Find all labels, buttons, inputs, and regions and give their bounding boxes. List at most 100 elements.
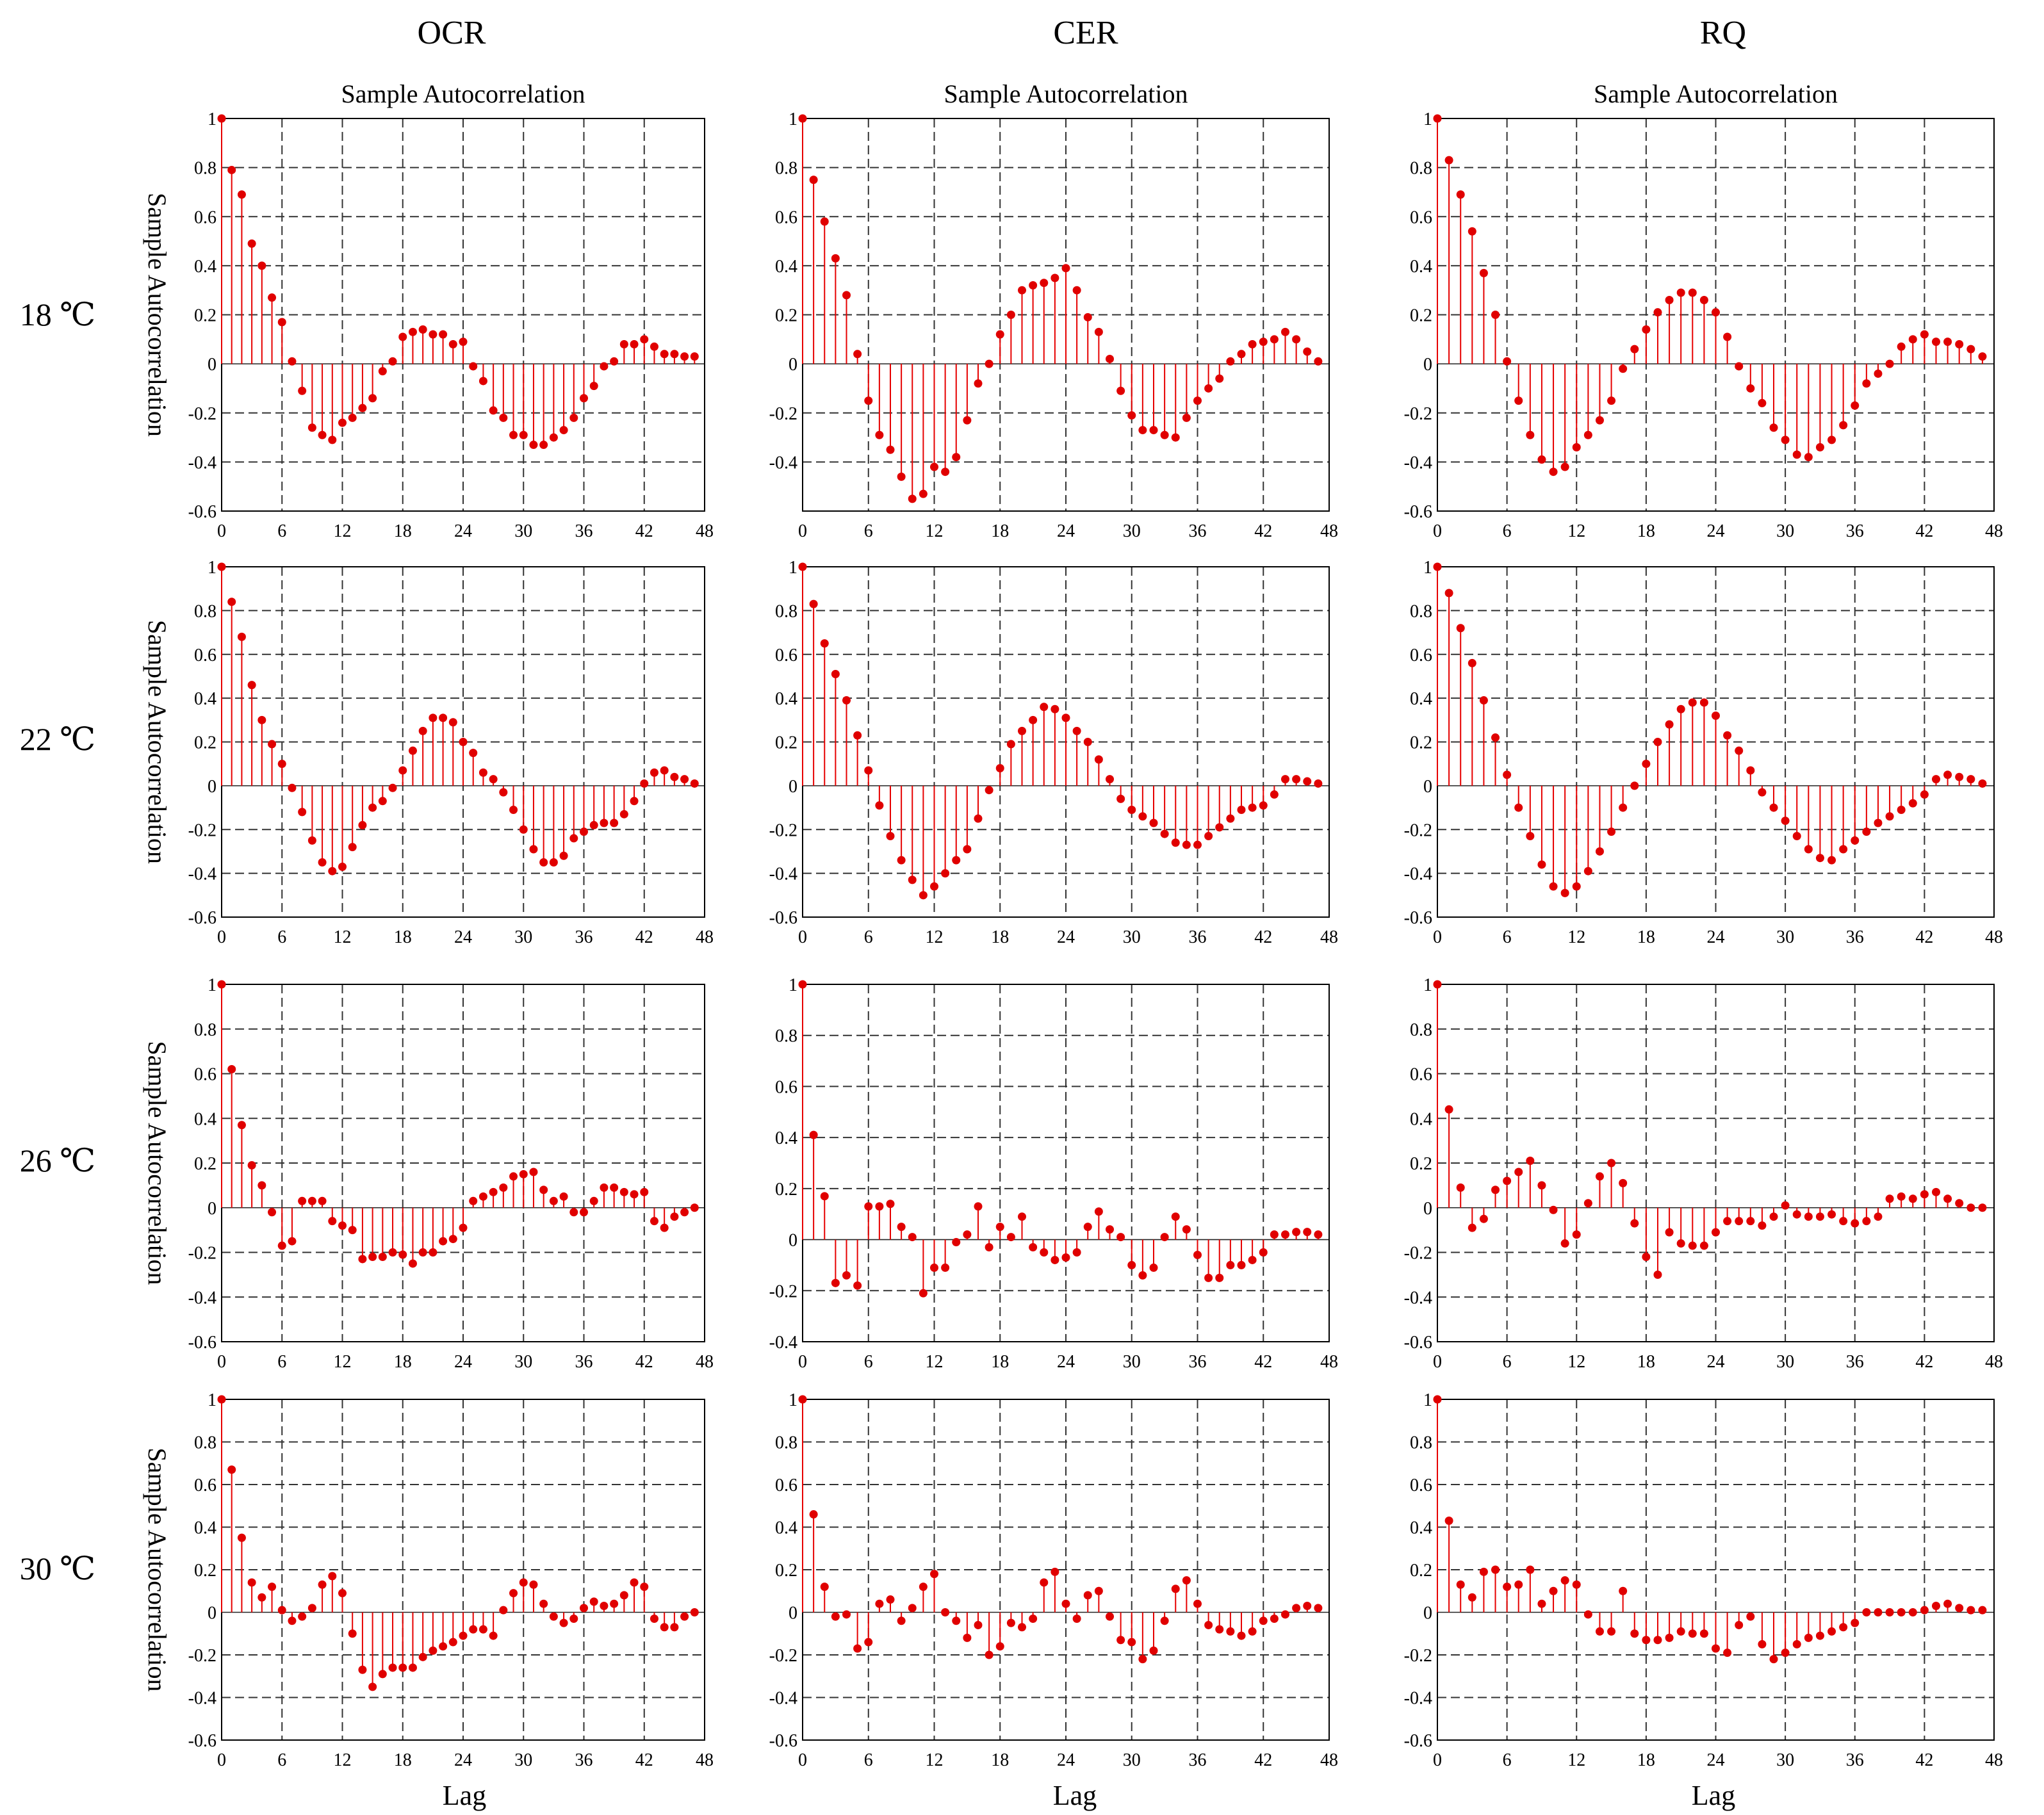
stem-marker bbox=[348, 1226, 357, 1235]
stem-marker bbox=[1676, 1627, 1685, 1636]
stem-marker bbox=[670, 1212, 679, 1221]
y-tick-label: 0 bbox=[789, 1231, 797, 1251]
x-tick-label: 42 bbox=[1254, 1750, 1272, 1770]
stem-marker bbox=[798, 114, 807, 123]
x-tick-label: 24 bbox=[454, 1352, 472, 1372]
stem-marker bbox=[640, 779, 649, 788]
stem-marker bbox=[1072, 1248, 1081, 1257]
x-tick-label: 42 bbox=[1254, 927, 1272, 947]
stem-marker bbox=[1642, 325, 1651, 334]
stem-marker bbox=[1215, 1273, 1224, 1282]
stem-marker bbox=[1908, 1194, 1917, 1203]
y-tick-label: 0.4 bbox=[775, 689, 797, 709]
stem-marker bbox=[974, 814, 983, 823]
stem-marker bbox=[1619, 1178, 1628, 1187]
stem-marker bbox=[842, 696, 851, 705]
stem-marker bbox=[569, 413, 578, 422]
stem-marker bbox=[217, 1395, 226, 1404]
stem-marker bbox=[1106, 1225, 1114, 1234]
y-tick-label: 0.8 bbox=[1410, 601, 1432, 621]
stem-marker bbox=[1549, 1205, 1558, 1214]
x-tick-label: 36 bbox=[575, 927, 593, 947]
stem-marker bbox=[539, 858, 548, 867]
stem-marker bbox=[1514, 1168, 1523, 1176]
stem-marker bbox=[660, 350, 669, 359]
x-tick-label: 48 bbox=[1320, 1750, 1338, 1770]
y-tick-label: -0.4 bbox=[769, 1689, 797, 1709]
stem-marker bbox=[1851, 401, 1860, 410]
stem-marker bbox=[307, 836, 316, 845]
stem-marker bbox=[1595, 847, 1604, 856]
stem-marker bbox=[1815, 443, 1824, 452]
x-tick-label: 24 bbox=[1707, 1352, 1725, 1372]
stem-marker bbox=[1479, 696, 1488, 705]
stem-marker bbox=[1851, 1618, 1860, 1627]
y-tick-label: 1 bbox=[789, 975, 797, 995]
stem-marker bbox=[569, 1614, 578, 1623]
stem-marker bbox=[549, 1196, 558, 1205]
stem-marker bbox=[1839, 845, 1848, 854]
y-tick-label: -0.4 bbox=[769, 1333, 797, 1353]
stem-marker bbox=[1292, 1228, 1301, 1237]
stem-marker bbox=[1138, 812, 1147, 821]
stem-marker bbox=[1688, 1241, 1697, 1250]
stem-marker bbox=[853, 1644, 862, 1653]
stem-marker bbox=[1029, 1243, 1038, 1252]
stem-marker bbox=[1248, 339, 1257, 348]
stem-marker bbox=[217, 562, 226, 571]
stem-marker bbox=[1583, 430, 1592, 439]
stem-marker bbox=[670, 772, 679, 781]
y-tick-label: 0.4 bbox=[775, 1518, 797, 1538]
stem-marker bbox=[217, 980, 226, 989]
stem-marker bbox=[690, 1203, 699, 1212]
stem-marker bbox=[1160, 1616, 1169, 1625]
column-title-rq: RQ bbox=[1699, 15, 1747, 51]
stem-marker bbox=[930, 462, 938, 471]
x-tick-label: 0 bbox=[217, 521, 226, 541]
stem-marker bbox=[448, 339, 457, 348]
stem-marker bbox=[1908, 799, 1917, 808]
x-tick-label: 24 bbox=[1057, 1750, 1075, 1770]
stem-marker bbox=[798, 1395, 807, 1404]
y-tick-label: 0.2 bbox=[775, 306, 797, 326]
x-tick-label: 24 bbox=[1707, 1750, 1725, 1770]
y-tick-label: 0.6 bbox=[775, 646, 797, 665]
stem-marker bbox=[1491, 1565, 1500, 1574]
y-tick-label: 0 bbox=[208, 1199, 217, 1219]
stem-marker bbox=[398, 1663, 407, 1672]
stem-marker bbox=[1699, 296, 1708, 305]
stem-marker bbox=[680, 352, 689, 361]
y-tick-label: 1 bbox=[789, 1390, 797, 1410]
stem-marker bbox=[1537, 1181, 1546, 1190]
stem-marker bbox=[237, 1533, 246, 1542]
y-tick-label: 1 bbox=[208, 1390, 217, 1410]
y-tick-label: -0.4 bbox=[188, 865, 217, 884]
y-tick-label: -0.4 bbox=[1404, 1689, 1432, 1709]
x-tick-label: 36 bbox=[1846, 927, 1864, 947]
stem-marker bbox=[1094, 1207, 1103, 1216]
stem-marker bbox=[798, 980, 807, 989]
stem-marker bbox=[875, 1202, 884, 1211]
x-tick-label: 6 bbox=[864, 521, 873, 541]
plot-rq-26: 0 6 12 18 24 30 36 42 48 1 0.8 0.6 0.4 0.2 0 -0.2 -0.4 -0… bbox=[1404, 975, 2003, 1372]
stem-marker bbox=[1781, 435, 1790, 444]
x-tick-label: 18 bbox=[394, 1352, 412, 1372]
stem-marker bbox=[1226, 1627, 1235, 1636]
y-tick-label: 0.6 bbox=[194, 1065, 217, 1085]
plot-cer-26: 0 6 12 18 24 30 36 42 48 1 0.8 0.6 0.4 0.2 0 -0.2 -0.4 bbox=[769, 975, 1338, 1372]
y-tick-label: -0.6 bbox=[1404, 502, 1432, 522]
stem-marker bbox=[227, 1065, 236, 1074]
stem-marker bbox=[809, 1130, 818, 1139]
stem-marker bbox=[886, 1595, 895, 1604]
stem-marker bbox=[1943, 1194, 1952, 1203]
stem-marker bbox=[809, 175, 818, 184]
y-tick-label: 0.2 bbox=[194, 733, 217, 753]
x-tick-label: 36 bbox=[575, 1352, 593, 1372]
stem-marker bbox=[418, 726, 427, 735]
stem-marker bbox=[478, 768, 487, 777]
stem-marker bbox=[1029, 281, 1038, 290]
y-tick-label: -0.2 bbox=[769, 1282, 797, 1301]
x-tick-label: 24 bbox=[1707, 521, 1725, 541]
stem-marker bbox=[448, 1638, 457, 1647]
